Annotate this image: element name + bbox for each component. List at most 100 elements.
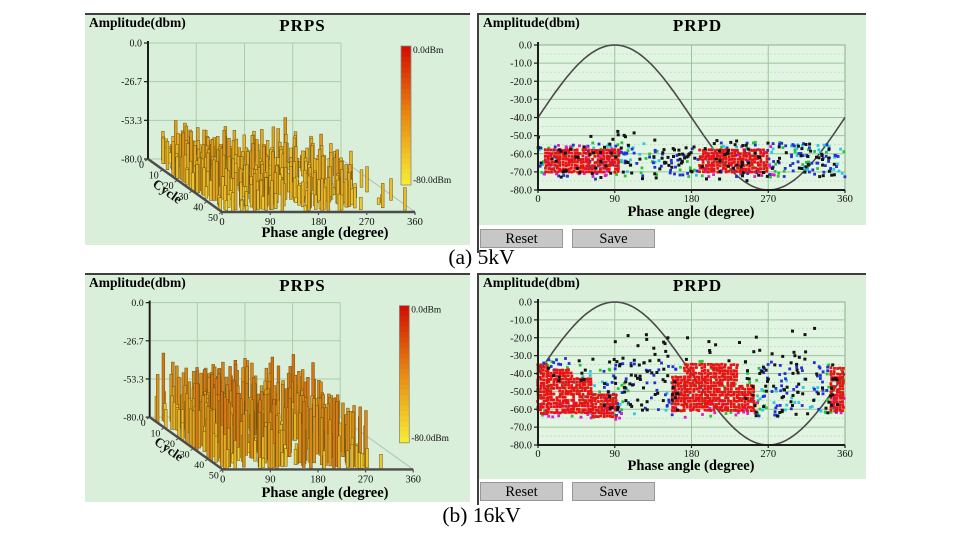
scatter-point (791, 404, 794, 407)
scatter-point (539, 403, 543, 406)
prps-bar (270, 180, 274, 210)
scatter-point (596, 149, 599, 152)
scatter-point (570, 170, 574, 174)
scatter-point (589, 387, 593, 390)
scatter-point (700, 393, 704, 397)
scatter-point (611, 402, 615, 406)
scatter-point (567, 386, 571, 390)
scatter-point (552, 383, 556, 387)
prps-bar (165, 141, 170, 170)
colorbar-segment (401, 110, 411, 117)
scatter-point (546, 410, 550, 414)
scatter-point (795, 368, 799, 372)
scatter-point (746, 384, 750, 387)
scatter-point (715, 139, 719, 143)
scatter-point (556, 166, 559, 170)
scatter-point (717, 149, 721, 153)
scatter-point (719, 154, 722, 158)
scatter-point (606, 406, 609, 409)
scatter-point (779, 389, 783, 393)
scatter-point (550, 398, 553, 402)
scatter-point (713, 376, 717, 380)
scatter-point (654, 176, 658, 180)
scatter-point (586, 411, 590, 414)
scatter-point (764, 406, 768, 410)
scatter-point (679, 409, 683, 413)
scatter-point (827, 400, 831, 404)
scatter-point (765, 160, 769, 164)
scatter-point (542, 381, 545, 385)
scatter-point (737, 403, 741, 406)
scatter-point (561, 399, 565, 403)
scatter-point (629, 163, 633, 167)
scatter-point (597, 393, 601, 397)
scatter-point (774, 413, 778, 417)
scatter-point (698, 399, 701, 403)
scatter-point (617, 148, 620, 152)
scatter-point (703, 378, 706, 381)
scatter-point (564, 169, 568, 173)
scatter-point (638, 374, 642, 378)
scatter-point (539, 393, 543, 397)
scatter-point (612, 358, 616, 361)
scatter-point (671, 409, 674, 413)
scatter-point (832, 370, 836, 373)
scatter-point (712, 405, 716, 409)
scatter-point (678, 157, 682, 161)
scatter-point (766, 363, 770, 366)
scatter-point (781, 354, 785, 358)
scatter-point (593, 155, 597, 158)
scatter-point (543, 412, 547, 416)
scatter-point (617, 161, 620, 164)
scatter-point (750, 154, 754, 158)
scatter-point (608, 411, 612, 415)
scatter-point (711, 402, 715, 406)
scatter-point (565, 146, 568, 150)
scatter-point (833, 393, 836, 397)
reset-button[interactable]: Reset (480, 229, 563, 248)
scatter-point (586, 404, 590, 408)
scatter-point (697, 396, 701, 400)
scatter-point (616, 164, 620, 168)
y-axis-title: Amplitude(dbm) (89, 15, 186, 30)
y-tick-label: -60.0 (510, 149, 532, 160)
save-button[interactable]: Save (572, 229, 655, 248)
scatter-point (630, 383, 634, 387)
prps-bar (161, 137, 165, 164)
scatter-point (785, 379, 788, 382)
scatter-point (550, 167, 553, 171)
scatter-point (587, 399, 591, 402)
reset-button[interactable]: Reset (480, 482, 563, 501)
scatter-point (689, 399, 692, 403)
scatter-point (561, 371, 565, 375)
scatter-point (710, 151, 714, 155)
scatter-point (686, 387, 689, 391)
scatter-point (564, 399, 568, 402)
save-button[interactable]: Save (572, 482, 655, 501)
scatter-point (539, 384, 543, 388)
scatter-point (692, 399, 695, 403)
scatter-point (555, 172, 558, 176)
scatter-point (616, 170, 620, 173)
scatter-point (795, 362, 799, 366)
scatter-point (701, 155, 705, 158)
scatter-point (712, 390, 716, 394)
scatter-point (674, 406, 678, 410)
scatter-point (813, 387, 816, 391)
y-tick-label: -80.0 (510, 441, 532, 452)
colorbar-max-label: 0.0dBm (413, 46, 444, 56)
scatter-point (743, 403, 747, 407)
scatter-point (712, 387, 716, 391)
scatter-point (757, 366, 761, 370)
scatter-point (616, 405, 620, 409)
x-tick-label: 0 (220, 474, 225, 485)
scatter-point (800, 366, 803, 370)
scatter-point (632, 151, 636, 155)
scatter-point (776, 414, 780, 418)
scatter-point (567, 158, 571, 162)
scatter-point (614, 144, 618, 148)
scatter-point (550, 410, 553, 414)
scatter-point (838, 391, 842, 394)
scatter-point (764, 163, 768, 167)
